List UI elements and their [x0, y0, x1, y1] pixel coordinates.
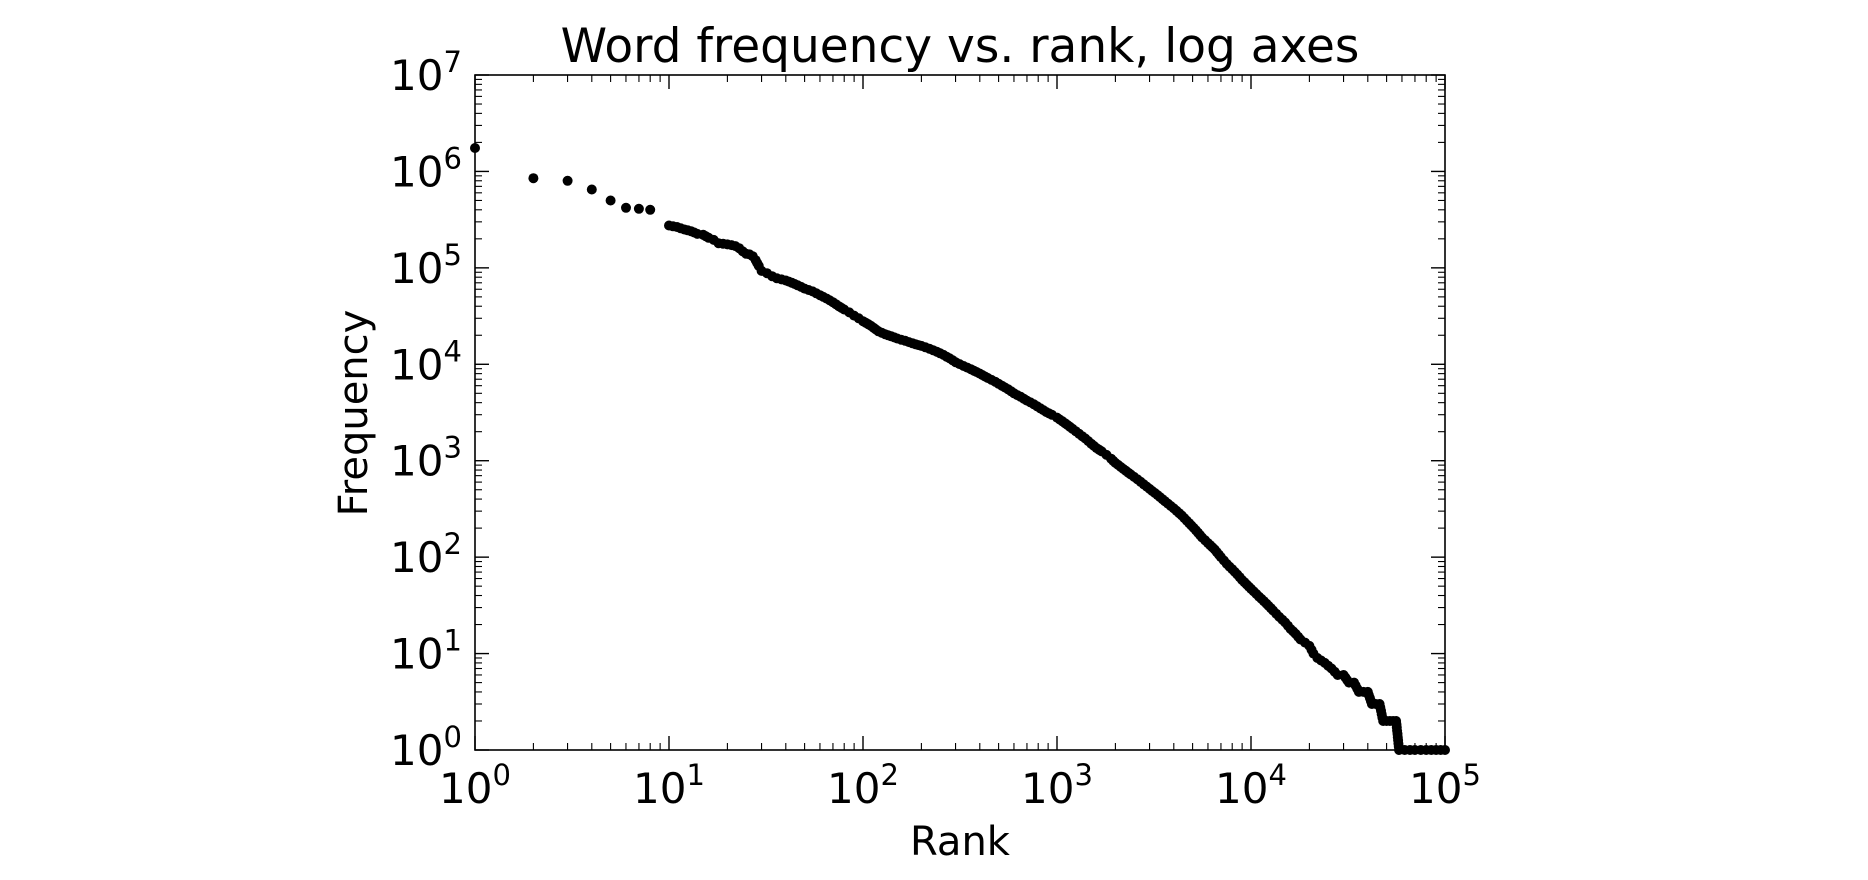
y-tick-base: 10: [390, 340, 443, 389]
y-tick-exponent: 6: [443, 141, 461, 175]
x-tick-base: 10: [827, 764, 880, 813]
y-tick-label: 103: [390, 431, 462, 486]
x-tick-exponent: 1: [687, 758, 705, 792]
data-point: [528, 173, 539, 184]
x-tick-label: 104: [1215, 758, 1287, 813]
y-tick-exponent: 0: [443, 720, 461, 754]
x-tick-base: 10: [1215, 764, 1268, 813]
x-tick-label: 100: [439, 758, 511, 813]
data-point: [586, 184, 597, 195]
x-tick-exponent: 5: [1463, 758, 1481, 792]
data-point: [633, 203, 644, 214]
data-markers: [470, 143, 1450, 755]
y-tick-base: 10: [390, 51, 443, 100]
y-tick-label: 105: [390, 238, 462, 293]
y-tick-label: 104: [390, 334, 462, 389]
y-tick-base: 10: [390, 630, 443, 679]
y-tick-base: 10: [390, 726, 443, 775]
y-tick-base: 10: [390, 147, 443, 196]
x-tick-label: 105: [1409, 758, 1481, 813]
x-tick-label: 103: [1021, 758, 1093, 813]
x-tick-exponent: 4: [1269, 758, 1287, 792]
x-tick-label: 101: [633, 758, 705, 813]
data-point: [645, 204, 656, 215]
y-tick-label: 106: [390, 141, 462, 196]
x-tick-base: 10: [1409, 764, 1462, 813]
x-tick-base: 10: [1021, 764, 1074, 813]
x-tick-base: 10: [439, 764, 492, 813]
y-tick-exponent: 7: [443, 45, 461, 79]
x-tick-exponent: 2: [881, 758, 899, 792]
y-tick-exponent: 3: [443, 431, 461, 465]
y-tick-exponent: 4: [443, 334, 461, 368]
y-tick-label: 102: [390, 527, 462, 582]
y-tick-exponent: 2: [443, 527, 461, 561]
data-point: [621, 202, 631, 213]
x-axis-label: Rank: [910, 819, 1011, 865]
x-tick-exponent: 0: [493, 758, 511, 792]
x-tick-base: 10: [633, 764, 686, 813]
y-tick-label: 101: [390, 624, 462, 679]
y-tick-base: 10: [390, 533, 443, 582]
y-tick-exponent: 5: [443, 238, 461, 272]
data-point: [605, 195, 616, 206]
x-tick-exponent: 3: [1075, 758, 1093, 792]
chart-title: Word frequency vs. rank, log axes: [561, 19, 1360, 74]
y-tick-base: 10: [390, 437, 443, 486]
y-tick-label: 100: [390, 720, 462, 775]
x-axis-ticks: 100 101 102 103 104 105: [439, 75, 1481, 813]
plot-frame: [474, 74, 1446, 751]
data-point: [562, 175, 573, 186]
y-tick-exponent: 1: [443, 624, 461, 658]
x-tick-label: 102: [827, 758, 899, 813]
y-tick-base: 10: [390, 244, 443, 293]
y-axis-label: Frequency: [331, 310, 377, 517]
y-tick-label: 107: [390, 45, 462, 100]
